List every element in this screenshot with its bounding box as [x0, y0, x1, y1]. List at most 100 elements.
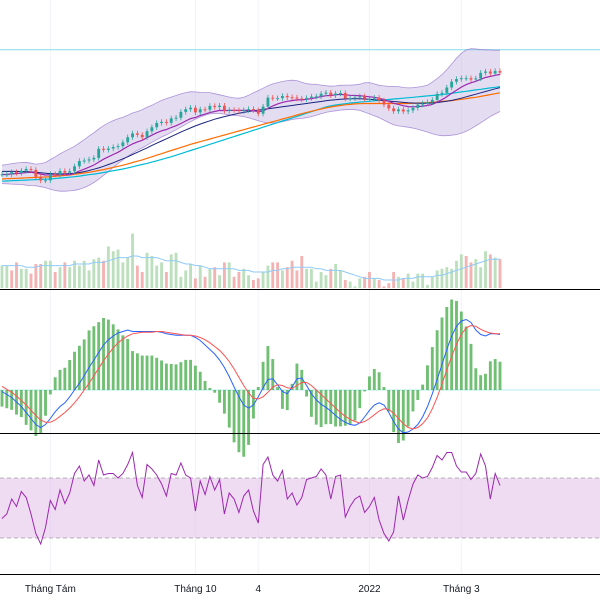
macd-histogram-bar[interactable] [155, 357, 159, 390]
macd-histogram-bar[interactable] [131, 351, 134, 390]
volume-bar[interactable] [464, 256, 468, 288]
volume-bar[interactable] [116, 249, 120, 288]
candle-body[interactable] [92, 157, 96, 160]
candle-body[interactable] [445, 87, 449, 93]
volume-bar[interactable] [479, 267, 483, 288]
volume-bar[interactable] [208, 268, 212, 288]
candle-body[interactable] [48, 174, 52, 181]
candle-body[interactable] [121, 142, 125, 147]
volume-bar[interactable] [493, 257, 497, 288]
candle-body[interactable] [421, 103, 425, 105]
volume-bar[interactable] [15, 262, 18, 288]
volume-bar[interactable] [247, 275, 251, 288]
volume-bar[interactable] [106, 246, 110, 288]
candle-body[interactable] [435, 93, 439, 100]
candle-body[interactable] [242, 110, 246, 112]
macd-histogram-bar[interactable] [242, 390, 246, 457]
candle-body[interactable] [479, 72, 483, 79]
macd-histogram-bar[interactable] [377, 372, 381, 390]
rsi-panel[interactable] [0, 450, 600, 546]
volume-bar[interactable] [39, 264, 43, 288]
candle-body[interactable] [145, 131, 149, 138]
volume-bar[interactable] [222, 262, 226, 288]
bollinger-lower-line[interactable] [1, 109, 501, 192]
candle-body[interactable] [310, 96, 313, 98]
candle-body[interactable] [218, 105, 222, 108]
candle-body[interactable] [276, 98, 280, 100]
candle-body[interactable] [237, 110, 241, 112]
candle-body[interactable] [189, 107, 192, 110]
volume-bar[interactable] [276, 262, 280, 288]
volume-bar[interactable] [271, 262, 275, 288]
volume-bar[interactable] [329, 268, 333, 288]
candle-body[interactable] [73, 166, 76, 172]
volume-bar[interactable] [406, 273, 410, 288]
candle-body[interactable] [314, 96, 318, 98]
candle-body[interactable] [290, 97, 294, 99]
macd-histogram-bar[interactable] [493, 359, 497, 390]
macd-histogram-bar[interactable] [421, 384, 425, 390]
macd-histogram-bar[interactable] [126, 339, 130, 390]
macd-histogram-bar[interactable] [63, 367, 67, 390]
candle-body[interactable] [324, 92, 328, 94]
candle-body[interactable] [213, 105, 217, 108]
candle-body[interactable] [58, 170, 62, 175]
macd-histogram-bar[interactable] [218, 390, 222, 403]
macd-histogram-bar[interactable] [440, 317, 444, 390]
volume-bar[interactable] [131, 233, 134, 288]
volume-bar[interactable] [121, 262, 125, 288]
volume-bar[interactable] [5, 265, 9, 288]
candle-body[interactable] [222, 105, 226, 111]
candle-body[interactable] [387, 104, 391, 109]
volume-bar[interactable] [29, 273, 33, 288]
candle-body[interactable] [368, 98, 371, 100]
candle-body[interactable] [44, 180, 47, 182]
candle-body[interactable] [319, 93, 323, 97]
volume-bar[interactable] [358, 278, 362, 288]
candle-body[interactable] [474, 78, 478, 80]
macd-histogram-bar[interactable] [82, 339, 86, 390]
candle-body[interactable] [111, 146, 115, 149]
volume-bar[interactable] [459, 254, 463, 288]
volume-bar[interactable] [363, 276, 367, 288]
volume-bar[interactable] [111, 251, 115, 288]
candle-body[interactable] [82, 160, 86, 162]
candle-body[interactable] [469, 78, 473, 80]
candle-body[interactable] [155, 123, 159, 128]
macd-histogram-bar[interactable] [426, 365, 429, 390]
volume-bar[interactable] [150, 256, 154, 288]
candle-body[interactable] [348, 98, 352, 100]
volume-bar[interactable] [314, 281, 318, 288]
macd-histogram-bar[interactable] [469, 343, 473, 390]
macd-histogram-bar[interactable] [164, 363, 168, 390]
macd-histogram-bar[interactable] [73, 351, 76, 390]
macd-histogram-bar[interactable] [271, 359, 275, 390]
volume-bar[interactable] [445, 267, 449, 288]
macd-histogram-bar[interactable] [169, 363, 173, 390]
volume-bar[interactable] [19, 268, 23, 288]
volume-bar[interactable] [140, 272, 144, 288]
macd-histogram-bar[interactable] [339, 390, 342, 427]
macd-histogram-bar[interactable] [368, 376, 371, 390]
macd-histogram-bar[interactable] [450, 299, 454, 390]
volume-bar[interactable] [58, 267, 62, 288]
volume-bar[interactable] [126, 257, 130, 288]
candle-body[interactable] [295, 97, 299, 99]
candle-body[interactable] [363, 96, 367, 99]
volume-bar[interactable] [256, 278, 260, 288]
macd-histogram-bar[interactable] [261, 361, 265, 390]
volume-bar[interactable] [266, 265, 270, 288]
macd-histogram-bar[interactable] [319, 390, 323, 428]
candle-body[interactable] [256, 110, 260, 114]
volume-bar[interactable] [179, 276, 183, 288]
candle-body[interactable] [174, 117, 178, 119]
volume-bar[interactable] [160, 262, 163, 288]
volume-bar[interactable] [310, 268, 313, 288]
volume-bar[interactable] [0, 265, 4, 288]
macd-histogram-bar[interactable] [116, 329, 120, 390]
macd-histogram-bar[interactable] [280, 390, 284, 409]
volume-bar[interactable] [193, 278, 197, 288]
volume-bar[interactable] [237, 272, 241, 288]
volume-bar[interactable] [82, 260, 86, 288]
